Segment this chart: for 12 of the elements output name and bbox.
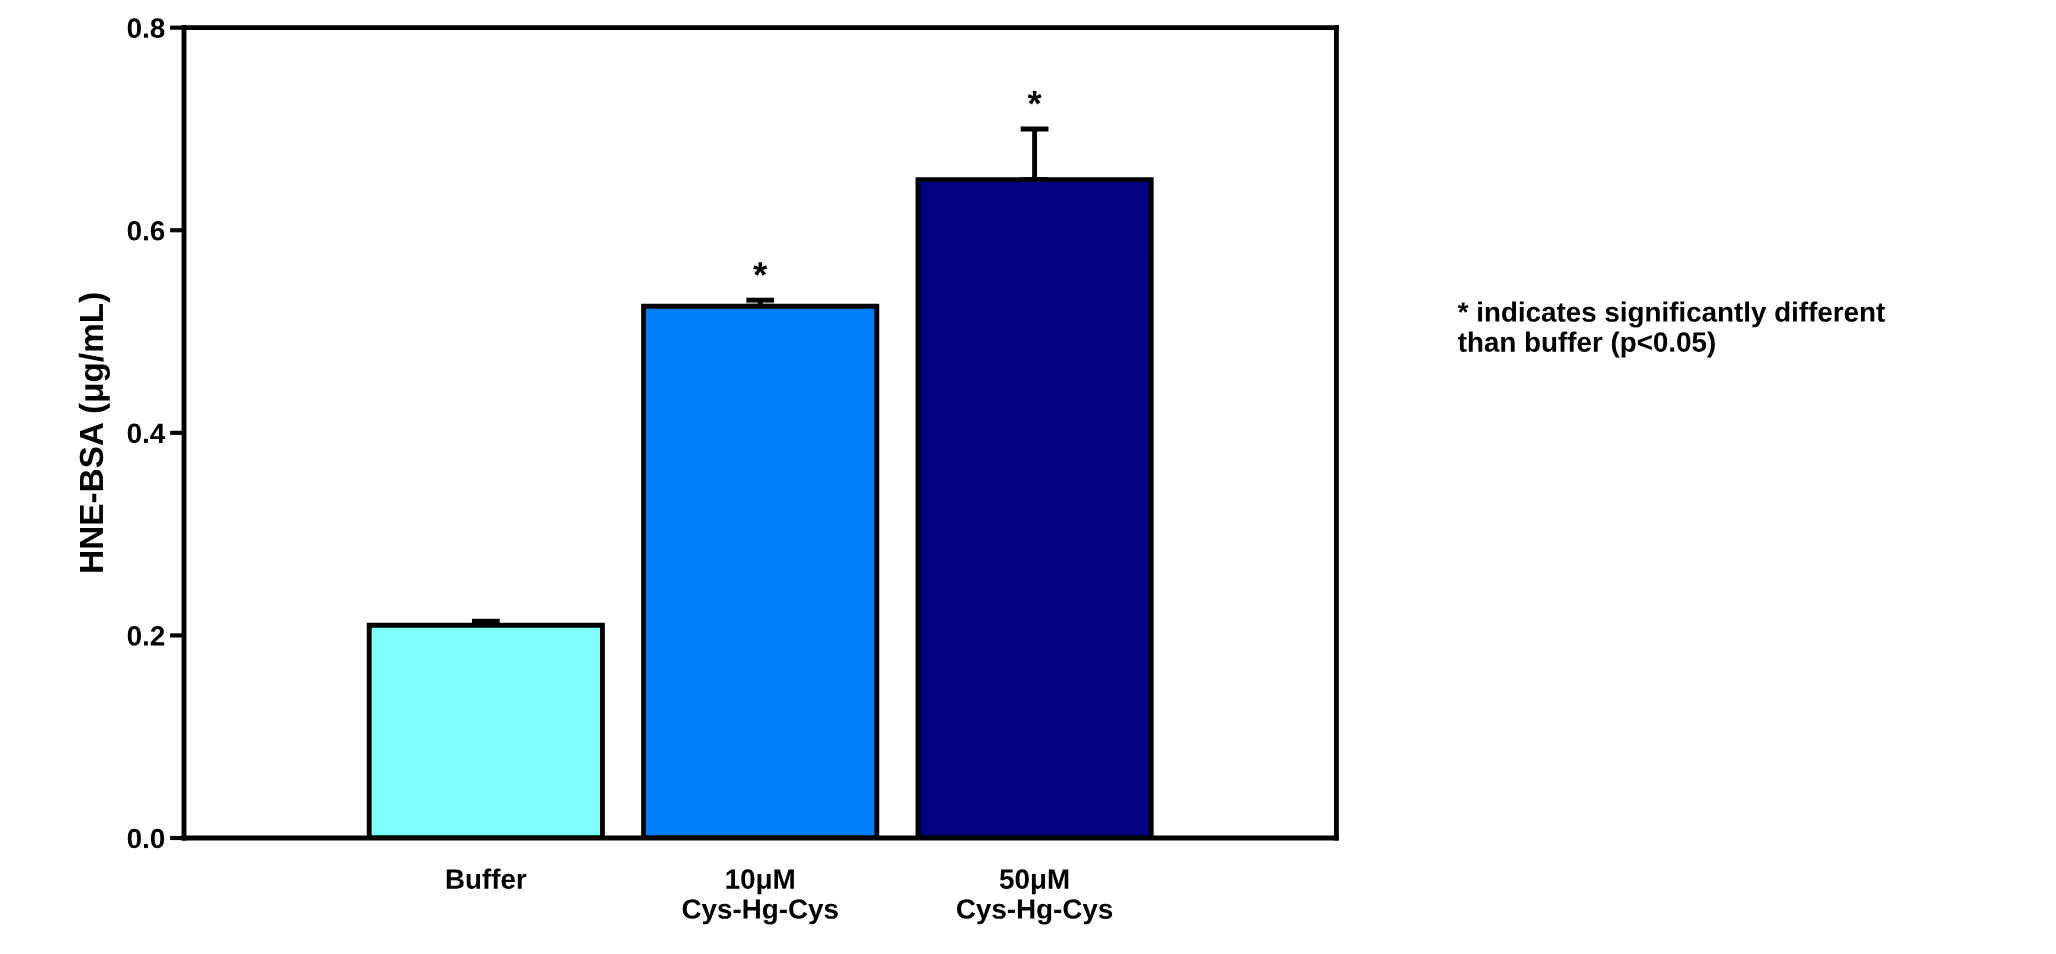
y-tick-label: 0.6 xyxy=(127,220,165,241)
y-tick-label: 0.4 xyxy=(127,423,166,444)
y-axis-title: HNE-BSA (μg/mL) xyxy=(78,293,110,572)
annotation: * xyxy=(1027,91,1042,105)
text: * indicates significantly different than buffer (p<0.05) xyxy=(1457,301,1885,358)
y-tick-label: 0.2 xyxy=(127,626,165,646)
x-tick-label: 10μM Cys-Hg-Cys xyxy=(682,869,838,925)
x-tick-label: 50μM Cys-Hg-Cys xyxy=(957,869,1113,925)
y-tick-label: 0.8 xyxy=(127,18,165,38)
x-tick-label: Buffer xyxy=(446,868,527,889)
annotation: * xyxy=(753,262,768,276)
y-tick-label: 0.0 xyxy=(127,828,165,849)
